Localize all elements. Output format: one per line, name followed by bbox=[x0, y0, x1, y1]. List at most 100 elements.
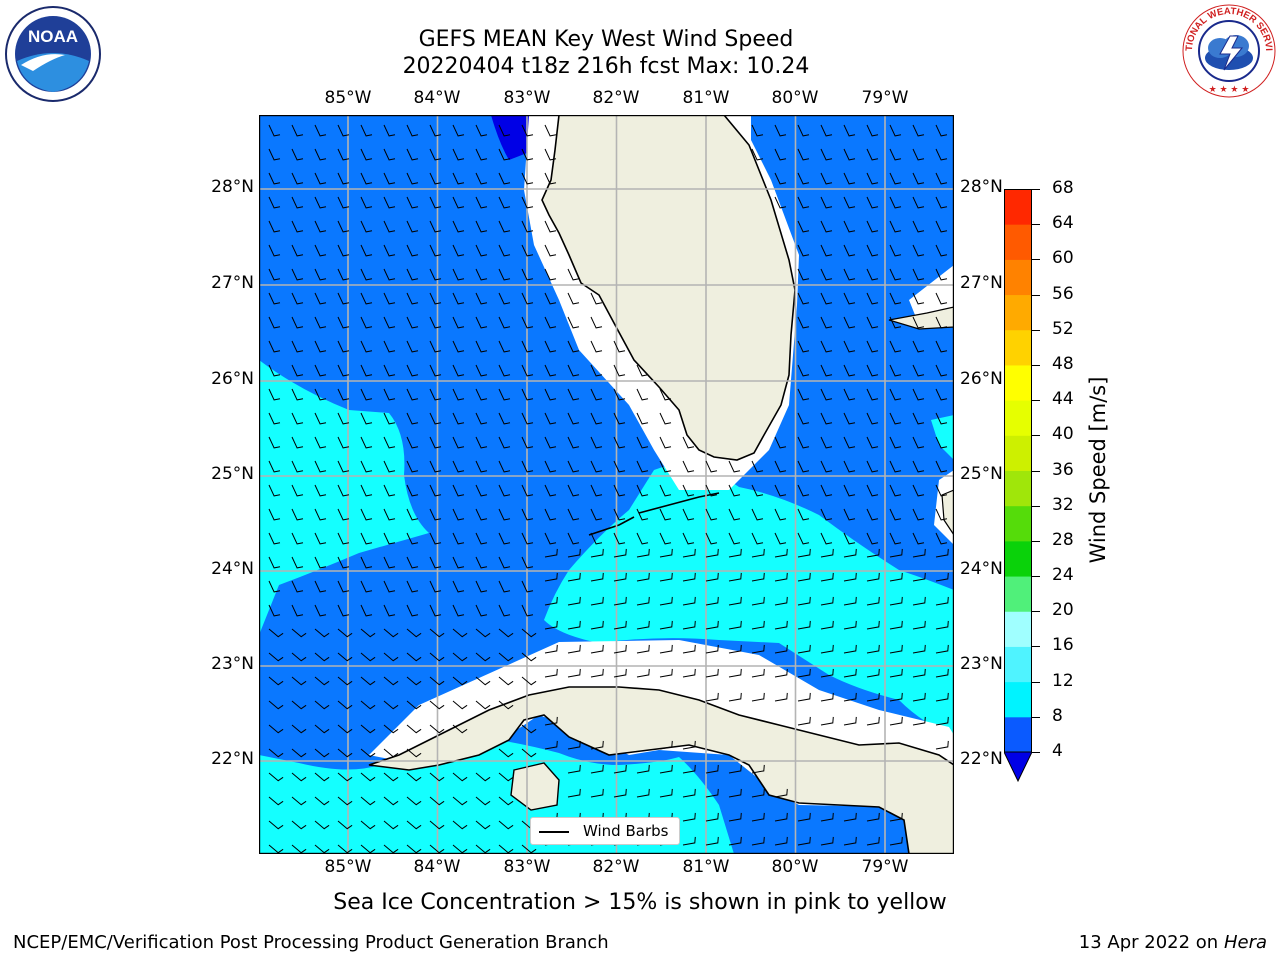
wind-barb bbox=[613, 764, 627, 774]
wind-barb bbox=[452, 724, 468, 734]
wind-barb bbox=[521, 460, 534, 473]
wind-barb bbox=[843, 484, 856, 497]
wind-barb bbox=[705, 532, 718, 545]
wind-barb bbox=[360, 268, 373, 281]
wind-barb bbox=[797, 436, 810, 449]
colorbar-tick-mark bbox=[1032, 646, 1040, 648]
footer-date: 13 Apr 2022 on Hera bbox=[1079, 932, 1267, 953]
wind-barb bbox=[291, 172, 304, 185]
colorbar-tick-label: 24 bbox=[1052, 565, 1074, 586]
wind-barb bbox=[797, 716, 811, 726]
wind-barb bbox=[360, 724, 376, 734]
wind-barb bbox=[797, 532, 810, 545]
lon-label-top: 84°W bbox=[413, 88, 461, 108]
wind-barb bbox=[935, 316, 948, 329]
wind-barb bbox=[314, 412, 327, 425]
wind-barb bbox=[268, 628, 284, 638]
colorbar-tick-mark bbox=[1032, 540, 1040, 542]
wind-barb bbox=[935, 244, 948, 257]
wind-barb bbox=[567, 740, 581, 750]
wind-barb bbox=[866, 316, 879, 329]
wind-barb bbox=[613, 508, 626, 521]
colorbar-tick-mark bbox=[1032, 259, 1040, 261]
lat-label-left: 24°N bbox=[211, 559, 254, 579]
wind-barb bbox=[314, 460, 327, 473]
wind-barb bbox=[544, 532, 557, 545]
wind-barb bbox=[889, 548, 903, 558]
wind-barb bbox=[889, 644, 903, 654]
wind-barb bbox=[705, 484, 718, 497]
wind-barb bbox=[475, 652, 491, 662]
wind-barb bbox=[751, 548, 765, 558]
wind-barb bbox=[268, 244, 281, 257]
colorbar-tick-label: 16 bbox=[1052, 635, 1074, 656]
wind-barb bbox=[544, 388, 557, 401]
wind-barb bbox=[452, 220, 465, 233]
wind-barb bbox=[383, 412, 396, 425]
wind-barb bbox=[797, 692, 811, 702]
wind-barb bbox=[843, 644, 857, 654]
wind-barb bbox=[429, 820, 445, 830]
wind-barb bbox=[774, 436, 787, 449]
wind-barb bbox=[521, 844, 537, 854]
wind-barb bbox=[360, 652, 376, 662]
wind-barb bbox=[797, 412, 810, 425]
wind-barb bbox=[590, 460, 603, 473]
wind-barb bbox=[682, 620, 696, 630]
wind-barb bbox=[843, 716, 857, 726]
wind-barb bbox=[843, 460, 856, 473]
wind-barb bbox=[268, 148, 281, 161]
wind-barb bbox=[337, 652, 353, 662]
wind-barb bbox=[452, 244, 465, 257]
wind-barb bbox=[797, 668, 811, 678]
wind-barb bbox=[498, 268, 511, 281]
wind-barb bbox=[475, 580, 488, 593]
wind-barb bbox=[521, 340, 534, 353]
wind-barb bbox=[291, 652, 307, 662]
wind-barb bbox=[935, 532, 948, 545]
wind-barb bbox=[452, 580, 465, 593]
wind-barb bbox=[383, 724, 399, 734]
wind-barb bbox=[659, 548, 673, 558]
wind-barb bbox=[452, 484, 465, 497]
wind-barb bbox=[337, 844, 353, 854]
wind-barb bbox=[636, 460, 649, 473]
wind-barb bbox=[889, 436, 902, 449]
wind-barb bbox=[682, 644, 696, 654]
lat-label-left: 28°N bbox=[211, 177, 254, 197]
wind-barb bbox=[912, 412, 925, 425]
wind-barb bbox=[383, 340, 396, 353]
wind-barb bbox=[912, 436, 925, 449]
legend-line-sample bbox=[539, 831, 569, 833]
wind-barb bbox=[797, 124, 810, 137]
colorbar-segment bbox=[1004, 470, 1032, 507]
wind-barb bbox=[590, 572, 604, 582]
colorbar-segment bbox=[1004, 400, 1032, 436]
colorbar-tick-mark bbox=[1032, 470, 1040, 472]
wind-barb bbox=[797, 268, 810, 281]
wind-barb bbox=[314, 652, 330, 662]
wind-barb bbox=[337, 484, 350, 497]
wind-barb bbox=[429, 340, 442, 353]
wind-barb bbox=[590, 644, 604, 654]
wind-barb bbox=[866, 412, 879, 425]
wind-barb bbox=[912, 644, 926, 654]
wind-barb bbox=[728, 692, 742, 702]
wind-barb bbox=[912, 316, 925, 329]
wind-barb bbox=[291, 604, 304, 617]
wind-barb bbox=[567, 788, 581, 798]
wind-barb bbox=[268, 364, 281, 377]
wind-barb bbox=[935, 596, 949, 606]
wind-barb bbox=[475, 700, 491, 710]
wind-barb bbox=[314, 700, 330, 710]
wind-barb bbox=[797, 364, 810, 377]
colorbar-segment bbox=[1004, 224, 1032, 260]
wind-barb bbox=[544, 572, 558, 582]
wind-barb bbox=[912, 460, 925, 473]
wind-barb bbox=[935, 340, 948, 353]
wind-barb bbox=[935, 412, 948, 425]
colorbar-tick-label: 4 bbox=[1052, 741, 1063, 761]
wind-barb bbox=[314, 532, 327, 545]
wind-barb bbox=[544, 316, 557, 329]
wind-barb bbox=[797, 292, 810, 305]
